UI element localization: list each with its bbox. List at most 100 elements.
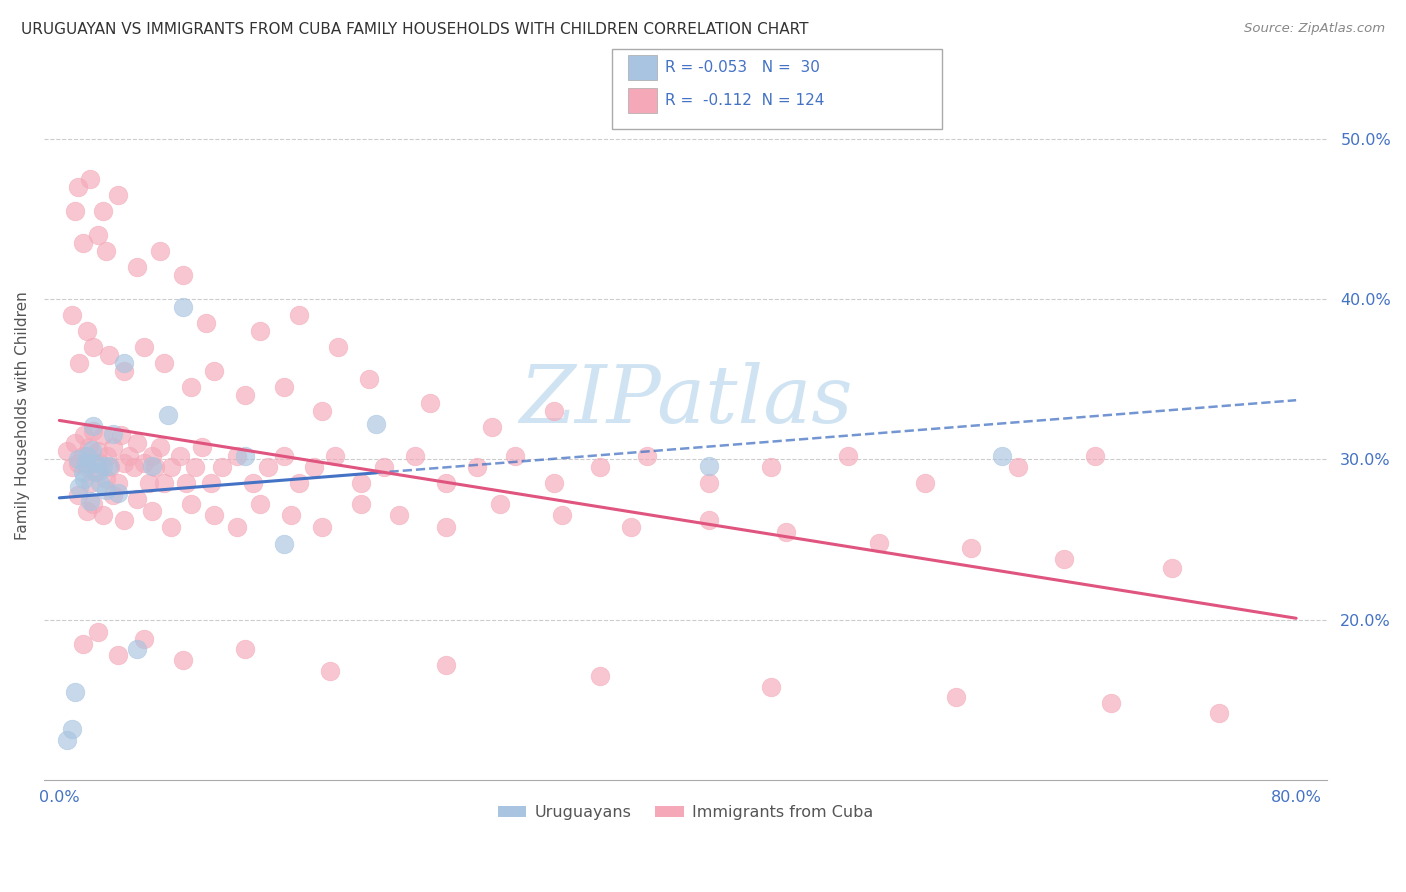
Point	[66, 456, 89, 470]
Point	[110, 428, 132, 442]
Point	[98, 460, 121, 475]
Point	[991, 449, 1014, 463]
Point	[66, 452, 89, 467]
Text: Source: ZipAtlas.com: Source: ZipAtlas.com	[1244, 22, 1385, 36]
Point	[172, 268, 194, 282]
Point	[202, 364, 225, 378]
Point	[914, 476, 936, 491]
Point	[112, 356, 135, 370]
Point	[87, 227, 110, 242]
Point	[103, 488, 125, 502]
Point	[323, 449, 346, 463]
Point	[69, 480, 91, 494]
Point	[180, 497, 202, 511]
Point	[134, 340, 156, 354]
Point	[242, 476, 264, 491]
Point	[620, 519, 643, 533]
Point	[107, 476, 129, 491]
Point	[543, 476, 565, 491]
Point	[233, 449, 256, 463]
Point	[404, 449, 426, 463]
Point	[76, 460, 98, 475]
Y-axis label: Family Households with Children: Family Households with Children	[15, 291, 30, 540]
Point	[551, 508, 574, 523]
Point	[63, 436, 86, 450]
Point	[326, 340, 349, 354]
Point	[107, 648, 129, 662]
Point	[76, 504, 98, 518]
Point	[141, 449, 163, 463]
Point	[190, 440, 212, 454]
Point	[319, 664, 342, 678]
Point	[141, 504, 163, 518]
Point	[697, 513, 720, 527]
Point	[311, 404, 333, 418]
Point	[72, 449, 94, 463]
Point	[233, 641, 256, 656]
Point	[489, 497, 512, 511]
Point	[180, 380, 202, 394]
Point	[94, 472, 117, 486]
Text: ZIPatlas: ZIPatlas	[519, 362, 852, 440]
Point	[280, 508, 302, 523]
Point	[434, 519, 457, 533]
Point	[249, 497, 271, 511]
Point	[112, 456, 135, 470]
Text: R = -0.053   N =  30: R = -0.053 N = 30	[665, 61, 820, 75]
Point	[112, 513, 135, 527]
Point	[759, 680, 782, 694]
Point	[481, 420, 503, 434]
Point	[122, 460, 145, 475]
Point	[96, 449, 118, 463]
Point	[103, 426, 125, 441]
Point	[97, 348, 120, 362]
Point	[97, 458, 120, 473]
Point	[304, 460, 326, 475]
Point	[636, 449, 658, 463]
Point	[138, 476, 160, 491]
Point	[56, 444, 79, 458]
Point	[91, 204, 114, 219]
Point	[211, 460, 233, 475]
Point	[837, 449, 859, 463]
Point	[1053, 551, 1076, 566]
Point	[775, 524, 797, 539]
Point	[84, 465, 107, 479]
Legend: Uruguayans, Immigrants from Cuba: Uruguayans, Immigrants from Cuba	[491, 799, 880, 827]
Point	[697, 476, 720, 491]
Point	[103, 440, 125, 454]
Point	[373, 460, 395, 475]
Point	[76, 324, 98, 338]
Point	[174, 476, 197, 491]
Point	[87, 444, 110, 458]
Text: URUGUAYAN VS IMMIGRANTS FROM CUBA FAMILY HOUSEHOLDS WITH CHILDREN CORRELATION CH: URUGUAYAN VS IMMIGRANTS FROM CUBA FAMILY…	[21, 22, 808, 37]
Point	[1007, 460, 1029, 475]
Point	[149, 244, 172, 258]
Point	[759, 460, 782, 475]
Point	[73, 428, 96, 442]
Point	[91, 428, 114, 442]
Point	[273, 380, 295, 394]
Point	[125, 260, 148, 274]
Point	[84, 456, 107, 470]
Point	[91, 458, 114, 473]
Point	[543, 404, 565, 418]
Point	[77, 440, 100, 454]
Point	[63, 685, 86, 699]
Point	[434, 476, 457, 491]
Point	[82, 340, 104, 354]
Point	[60, 308, 83, 322]
Point	[82, 418, 104, 433]
Point	[69, 356, 91, 370]
Point	[388, 508, 411, 523]
Point	[87, 465, 110, 479]
Point	[868, 535, 890, 549]
Point	[505, 449, 527, 463]
Point	[697, 458, 720, 473]
Point	[357, 372, 380, 386]
Point	[945, 690, 967, 704]
Point	[60, 460, 83, 475]
Point	[202, 508, 225, 523]
Point	[125, 641, 148, 656]
Point	[79, 476, 101, 491]
